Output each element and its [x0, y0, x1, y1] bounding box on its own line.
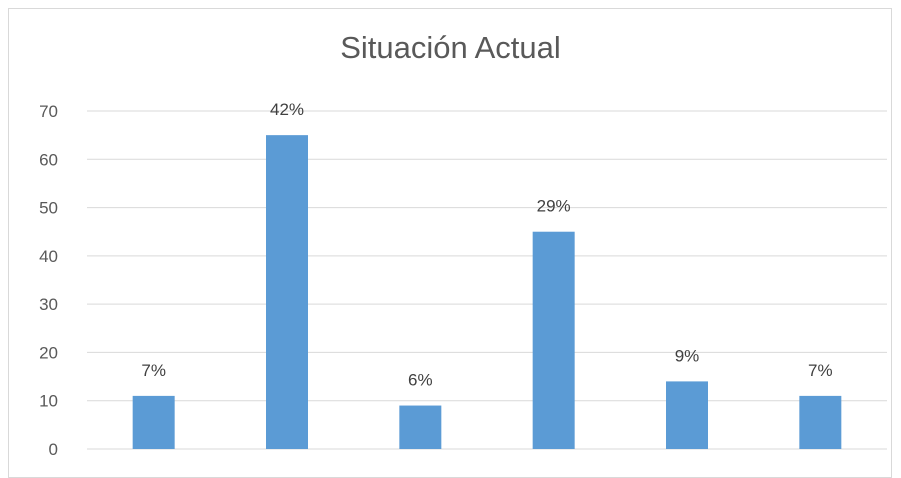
bar: [799, 395, 842, 449]
y-tick-label: 20: [39, 343, 58, 362]
y-tick-label: 10: [39, 392, 58, 411]
y-axis-ticks: 0 10 20 30 40 50 60 70: [39, 102, 58, 459]
y-tick-label: 40: [39, 247, 58, 266]
bar: [132, 395, 175, 449]
bars: [132, 135, 842, 449]
bar-data-label: 42%: [270, 100, 304, 119]
bar-data-label: 7%: [808, 361, 833, 380]
bar: [266, 135, 308, 449]
gridlines: [87, 110, 887, 450]
bar: [666, 381, 708, 449]
y-tick-label: 0: [49, 440, 58, 459]
bar-data-label: 6%: [408, 371, 433, 390]
bar-data-label: 7%: [141, 361, 166, 380]
y-tick-label: 30: [39, 295, 58, 314]
bar: [399, 405, 442, 449]
bar-data-label: 29%: [537, 197, 571, 216]
data-labels: 7% 42% 6% 29% 9% 7%: [141, 100, 832, 389]
chart-title: Situación Actual: [340, 30, 561, 65]
y-tick-label: 60: [39, 150, 58, 169]
bar-data-label: 9%: [675, 346, 700, 365]
y-tick-label: 50: [39, 199, 58, 218]
bar: [532, 231, 575, 449]
y-tick-label: 70: [39, 102, 58, 121]
